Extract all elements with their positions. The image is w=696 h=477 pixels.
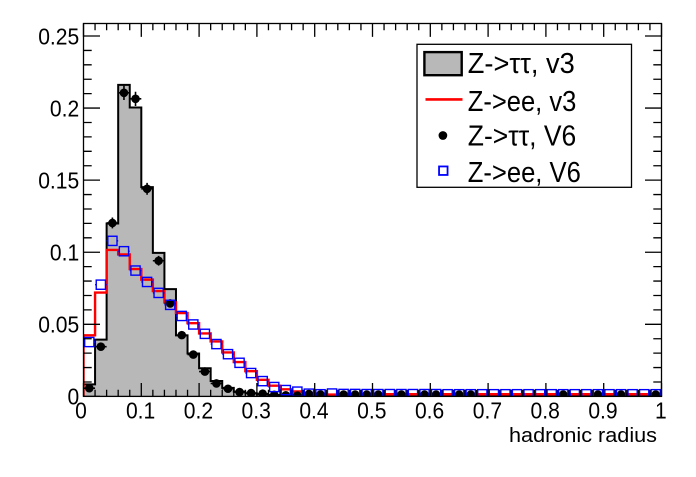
svg-text:0.9: 0.9 [588,398,617,424]
svg-text:0.4: 0.4 [299,398,328,424]
svg-text:0.5: 0.5 [357,398,386,424]
svg-text:0.7: 0.7 [473,398,502,424]
svg-text:0: 0 [68,384,80,410]
svg-text:0.1: 0.1 [126,398,155,424]
svg-text:0.2: 0.2 [50,95,79,121]
svg-text:0.3: 0.3 [242,398,271,424]
svg-text:hadronic radius: hadronic radius [509,425,657,447]
svg-text:0.8: 0.8 [531,398,560,424]
svg-text:0.15: 0.15 [38,168,79,194]
svg-text:0: 0 [75,398,87,424]
svg-text:0.05: 0.05 [38,312,79,338]
svg-text:0.25: 0.25 [38,23,79,49]
svg-text:0.6: 0.6 [415,398,444,424]
svg-text:0.1: 0.1 [50,240,79,266]
svg-text:0.2: 0.2 [184,398,213,424]
svg-text:Z->ττ, V6: Z->ττ, V6 [468,121,577,153]
svg-text:Z->ee, V6: Z->ee, V6 [468,157,581,189]
svg-text:Z->ττ, v3: Z->ττ, v3 [468,48,575,80]
svg-text:Z->ee, v3: Z->ee, v3 [468,86,577,118]
svg-text:1: 1 [655,398,667,424]
